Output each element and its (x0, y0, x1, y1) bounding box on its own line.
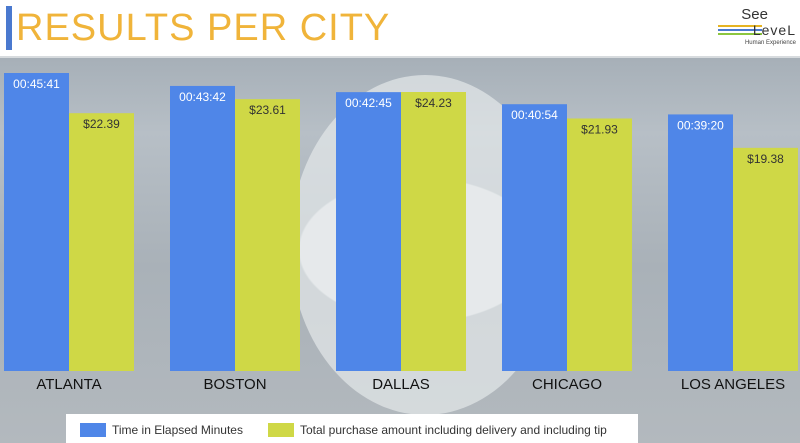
category-label: DALLAS (372, 376, 430, 393)
bar-time-atlanta (4, 73, 69, 371)
data-label: 00:40:54 (511, 108, 558, 122)
category-label: LOS ANGELES (681, 376, 785, 393)
logo-text-see: See (741, 6, 768, 23)
bar-purchase-los-angeles (733, 147, 798, 371)
category-label: CHICAGO (532, 376, 602, 393)
bar-purchase-dallas (401, 92, 466, 371)
data-label: $19.38 (747, 152, 784, 166)
legend-swatch-purchase (268, 423, 294, 437)
logo-text-level: LeveL (752, 22, 796, 38)
category-label: BOSTON (203, 376, 266, 393)
data-label: $21.93 (581, 122, 618, 136)
data-label: $23.61 (249, 103, 286, 117)
data-label: 00:43:42 (179, 90, 226, 104)
legend-label-purchase: Total purchase amount including delivery… (300, 423, 607, 437)
chart-legend: Time in Elapsed Minutes Total purchase a… (66, 414, 638, 443)
data-label: 00:45:41 (13, 77, 60, 91)
legend-label-time: Time in Elapsed Minutes (112, 423, 243, 437)
brand-logo: See LeveL Human Experience (716, 6, 796, 50)
page-title: RESULTS PER CITY (16, 7, 391, 49)
logo-stripe-green (718, 33, 762, 35)
legend-swatch-time (80, 423, 106, 437)
data-label: $22.39 (83, 117, 120, 131)
logo-tagline: Human Experience (744, 40, 796, 46)
logo-stripe-blue (718, 29, 762, 31)
data-label: $24.23 (415, 96, 452, 110)
logo-stripe-yellow (718, 25, 762, 27)
data-label: 00:42:45 (345, 96, 392, 110)
bar-time-chicago (502, 104, 567, 371)
bar-time-boston (170, 85, 235, 371)
bar-purchase-chicago (567, 118, 632, 371)
header-accent-bar (6, 6, 12, 50)
data-label: 00:39:20 (677, 118, 724, 132)
bar-time-los-angeles (668, 114, 733, 371)
slide-header: RESULTS PER CITY See LeveL Human Experie… (0, 0, 800, 58)
bar-purchase-boston (235, 99, 300, 371)
bar-time-dallas (336, 92, 401, 372)
category-label: ATLANTA (36, 376, 101, 393)
bar-purchase-atlanta (69, 113, 134, 372)
